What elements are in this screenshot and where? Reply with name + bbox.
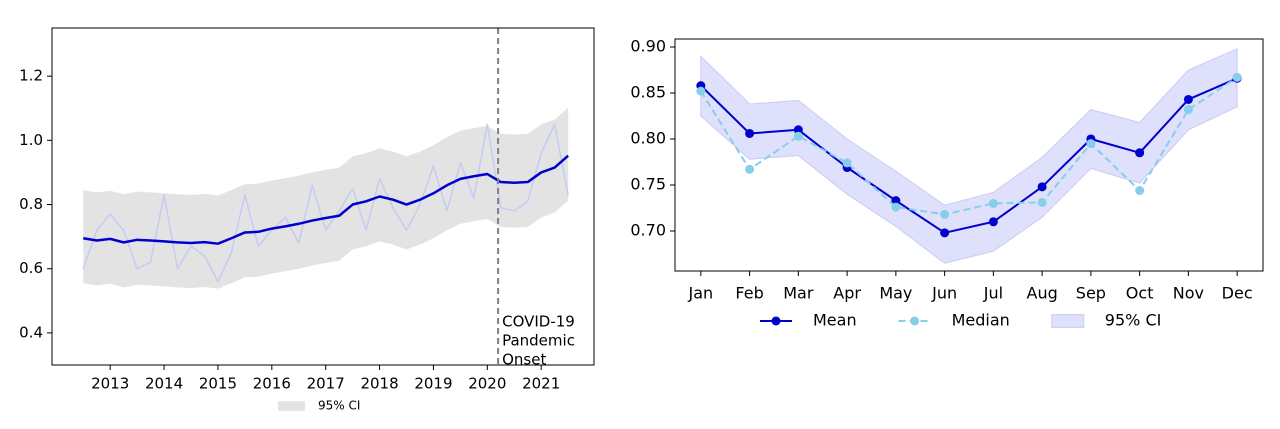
y-tick-label: 0.90	[630, 37, 666, 56]
x-tick-label: Feb	[735, 284, 763, 303]
plot-frame	[51, 27, 595, 366]
x-tick-label: Jul	[983, 284, 1003, 303]
point	[745, 128, 755, 138]
legend-swatch	[278, 401, 305, 411]
x-tick-label: Nov	[1173, 284, 1204, 303]
y-tick-label: 0.80	[630, 128, 666, 147]
x-tick-label: Mar	[783, 284, 814, 303]
x-tick-label: 2020	[468, 375, 506, 393]
y-tick-label: 0.6	[19, 259, 43, 277]
series-line	[83, 154, 569, 245]
x-tick-label: Jan	[688, 284, 714, 303]
y-tick-label: 0.8	[19, 195, 43, 213]
ci-band	[83, 107, 569, 289]
legend-marker	[910, 316, 920, 326]
legend-label: 95% CI	[1105, 311, 1162, 330]
event-annotation: COVID-19	[502, 313, 575, 331]
point	[793, 125, 803, 135]
point	[1037, 197, 1047, 207]
x-tick-label: May	[879, 284, 912, 303]
event-annotation: Pandemic	[502, 332, 575, 350]
point	[891, 202, 901, 212]
legend-label: Mean	[813, 311, 857, 330]
point	[940, 209, 950, 219]
x-tick-label: Jun	[931, 284, 957, 303]
point	[1135, 148, 1145, 158]
point	[1183, 105, 1193, 115]
point	[1037, 182, 1047, 192]
y-tick-label: 0.4	[19, 323, 43, 341]
x-tick-label: 2018	[360, 375, 398, 393]
point	[696, 86, 706, 96]
legend-swatch	[1051, 314, 1085, 328]
point	[891, 196, 901, 206]
event-annotation: Onset	[502, 351, 546, 369]
x-tick-label: Apr	[833, 284, 861, 303]
series-line	[82, 123, 569, 283]
series-line	[699, 76, 1238, 216]
point	[1183, 94, 1193, 104]
point	[940, 228, 950, 238]
y-tick-label: 0.75	[630, 174, 666, 193]
y-tick-label: 0.85	[630, 82, 666, 101]
point	[1086, 139, 1096, 149]
point	[793, 131, 803, 141]
point	[745, 164, 755, 174]
x-tick-label: Sep	[1076, 284, 1106, 303]
x-tick-label: 2015	[199, 375, 237, 393]
x-tick-label: Aug	[1027, 284, 1058, 303]
point	[988, 198, 998, 208]
legend-label: Median	[952, 311, 1010, 330]
point	[1135, 186, 1145, 196]
x-tick-label: Dec	[1222, 284, 1253, 303]
series-line	[700, 77, 1238, 234]
point	[1232, 72, 1242, 82]
legend-label: 95% CI	[318, 399, 360, 413]
x-tick-label: 2016	[253, 375, 291, 393]
point	[842, 158, 852, 168]
x-tick-label: 2014	[145, 375, 183, 393]
x-tick-label: 2019	[414, 375, 452, 393]
x-tick-label: 2013	[91, 375, 129, 393]
point	[988, 217, 998, 227]
x-tick-label: 2017	[307, 375, 345, 393]
ci-band	[700, 48, 1238, 264]
x-tick-label: 2021	[522, 375, 560, 393]
x-tick-label: Oct	[1126, 284, 1154, 303]
plot-frame	[674, 38, 1264, 272]
legend-marker	[771, 316, 781, 326]
y-tick-label: 0.70	[630, 220, 666, 239]
y-tick-label: 1.2	[19, 67, 43, 85]
y-tick-label: 1.0	[19, 131, 43, 149]
